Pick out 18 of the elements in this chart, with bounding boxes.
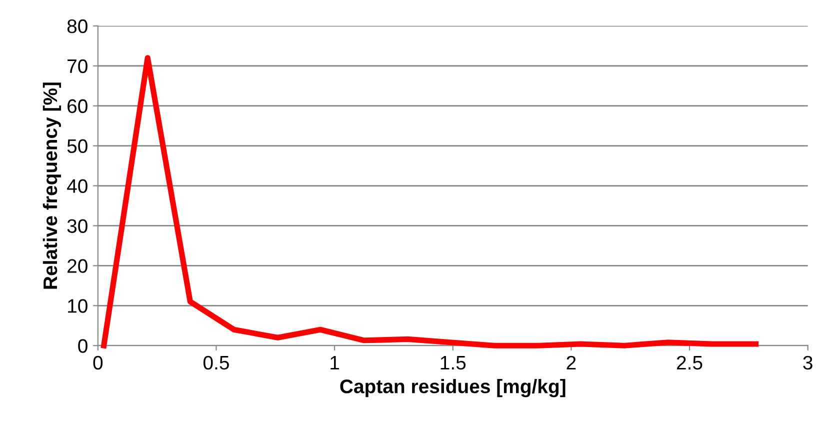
y-tick-label: 30 [67, 219, 88, 233]
x-tick-label: 0 [93, 356, 103, 370]
x-tick-label: 0.5 [203, 356, 229, 370]
x-tick-label: 2.5 [676, 356, 702, 370]
x-tick-label: 1 [330, 356, 340, 370]
x-axis-title: Captan residues [mg/kg] [340, 379, 566, 398]
y-tick-label: 80 [67, 19, 88, 34]
x-tick-label: 1.5 [440, 356, 466, 370]
y-tick-label: 70 [68, 59, 88, 74]
y-tick-label: 60 [68, 99, 88, 114]
y-tick-label: 40 [67, 179, 88, 193]
y-axis-title: Relative frequency [%] [42, 82, 62, 289]
y-tick-label: 10 [68, 299, 88, 313]
y-tick-label: 50 [67, 139, 88, 154]
x-tick-label: 2 [566, 356, 576, 370]
y-tick-label: 0 [78, 339, 88, 353]
x-tick-label: 3 [803, 356, 812, 370]
y-tick-label: 20 [68, 259, 88, 273]
